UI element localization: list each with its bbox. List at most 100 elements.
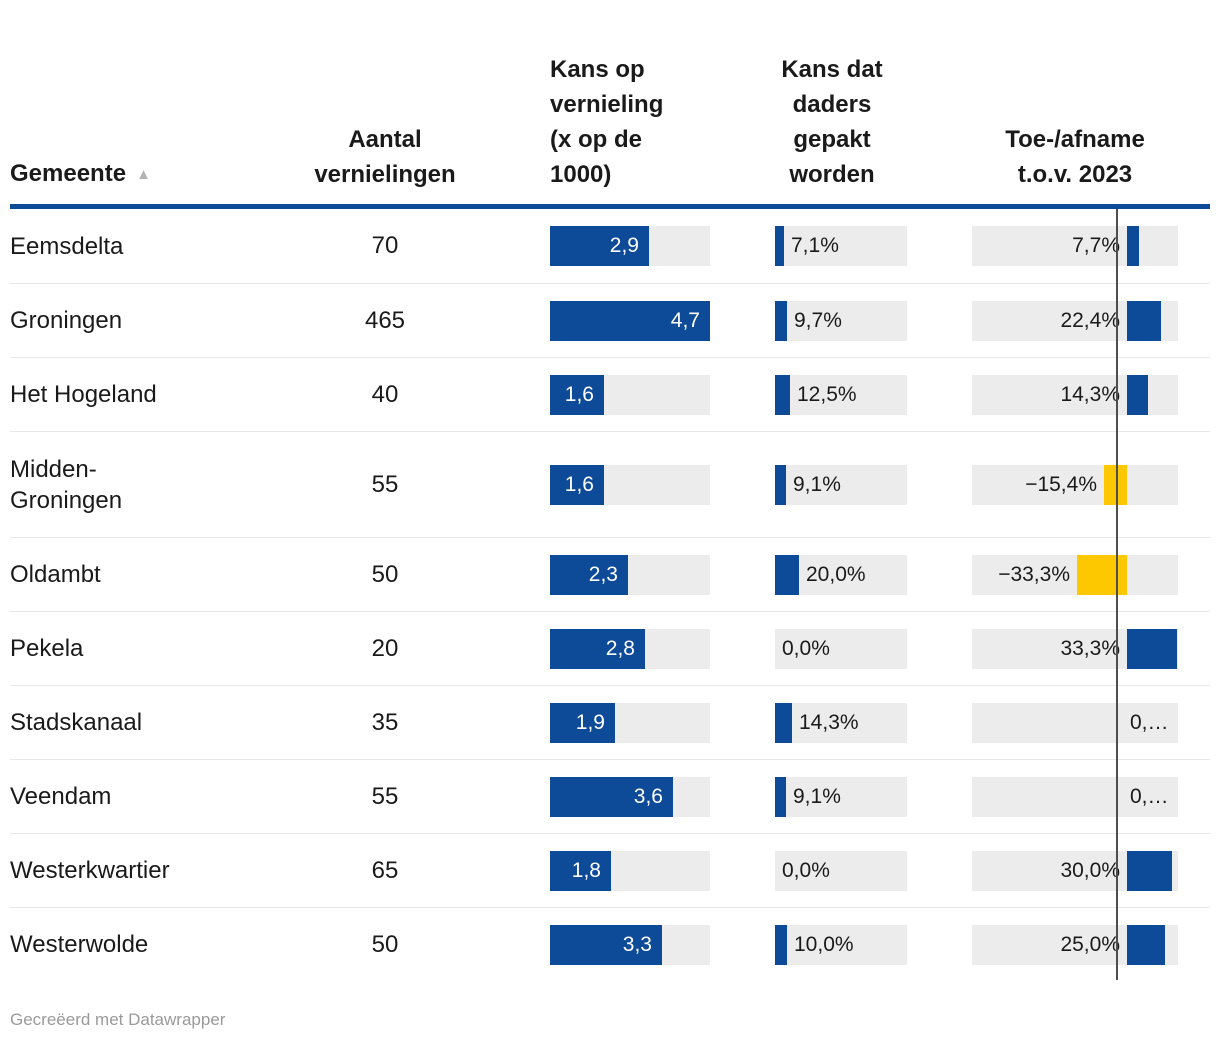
gemeente-value: Westerkwartier xyxy=(10,857,170,884)
kans-vernieling-bar-track: 2,8 xyxy=(550,628,710,669)
table-row: Pekela 20 2,8 0,0% 33,3% xyxy=(10,611,1210,685)
toe-afname-bar-track: 0,… xyxy=(972,702,1178,743)
vernieling-bar: 2,9 xyxy=(550,226,649,266)
toe-afname-bar-track: 14,3% xyxy=(972,374,1178,415)
toe-afname-bar-track: 22,4% xyxy=(972,300,1178,341)
kans-vernieling-bar-track: 1,6 xyxy=(550,374,710,415)
toename-bar xyxy=(1127,850,1172,891)
kans-gepakt-bar-track: 9,1% xyxy=(775,776,907,817)
kans-gepakt-bar-track: 12,5% xyxy=(775,374,907,415)
toename-label: 7,7% xyxy=(1072,234,1120,257)
aantal-value: 40 xyxy=(371,380,399,408)
kans-gepakt-bar-track: 0,0% xyxy=(775,628,907,669)
sort-ascending-icon: ▲ xyxy=(136,166,151,183)
toename-label: −33,3% xyxy=(998,562,1070,586)
vernieling-bar: 3,6 xyxy=(550,776,673,817)
aantal-value: 465 xyxy=(364,306,406,334)
toename-label: 0,… xyxy=(1130,710,1169,734)
gepakt-label: 20,0% xyxy=(806,562,866,586)
kans-vernieling-bar-track: 1,8 xyxy=(550,850,710,891)
gepakt-label: 7,1% xyxy=(791,234,839,257)
kans-gepakt-bar-track: 10,0% xyxy=(775,924,907,965)
toename-label: 14,3% xyxy=(1060,382,1120,406)
column-header-gemeente[interactable]: Gemeente ▲ xyxy=(10,156,300,204)
vernieling-bar: 1,9 xyxy=(550,702,615,743)
table-row: Westerwolde 50 3,3 10,0% 25,0% xyxy=(10,907,1210,981)
toename-label: 33,3% xyxy=(1060,636,1120,660)
table-row: Veendam 55 3,6 9,1% 0,… xyxy=(10,759,1210,833)
kans-gepakt-bar-track: 20,0% xyxy=(775,554,907,595)
gepakt-bar xyxy=(775,374,790,415)
kans-vernieling-bar-track: 3,6 xyxy=(550,776,710,817)
toe-afname-bar-track: 7,7% xyxy=(972,226,1178,266)
aantal-value: 50 xyxy=(371,930,399,958)
table-body: Eemsdelta 70 2,9 7,1% 7,7% Groningen 465… xyxy=(10,209,1210,981)
aantal-value: 50 xyxy=(371,560,399,588)
gemeente-value: Veendam xyxy=(10,783,112,810)
aantal-value: 65 xyxy=(371,856,399,884)
gemeente-value: Eemsdelta xyxy=(10,232,124,260)
aantal-value: 70 xyxy=(371,232,399,259)
gepakt-bar xyxy=(775,554,799,595)
vernieling-bar: 1,6 xyxy=(550,374,604,415)
toe-afname-bar-track: 30,0% xyxy=(972,850,1178,891)
vernieling-bar: 1,6 xyxy=(550,464,604,505)
column-header-kans-op-vernieling[interactable]: Kans op vernieling (x op de 1000) xyxy=(550,56,664,188)
gepakt-bar xyxy=(775,464,786,505)
gepakt-label: 14,3% xyxy=(799,710,859,734)
toe-afname-bar-track: 25,0% xyxy=(972,924,1178,965)
column-header-aantal-vernielingen[interactable]: Aantal vernielingen xyxy=(314,126,456,188)
toename-bar xyxy=(1127,924,1165,965)
vernieling-bar: 1,8 xyxy=(550,850,611,891)
gepakt-label: 0,0% xyxy=(782,858,830,882)
gepakt-bar xyxy=(775,300,787,341)
vernieling-bar: 4,7 xyxy=(550,300,710,341)
gepakt-bar xyxy=(775,702,792,743)
column-header-gemeente-label: Gemeente xyxy=(10,160,127,187)
gemeente-value: Stadskanaal xyxy=(10,709,143,736)
gemeente-value: Groningen xyxy=(10,307,123,334)
toe-afname-bar-track: 33,3% xyxy=(972,628,1178,669)
table-row: Groningen 465 4,7 9,7% 22,4% xyxy=(10,283,1210,357)
toename-bar xyxy=(1127,226,1139,266)
gemeente-value: Westerwolde xyxy=(10,931,149,958)
table-row: Het Hogeland 40 1,6 12,5% 14,3% xyxy=(10,357,1210,431)
toename-label: 0,… xyxy=(1130,784,1169,808)
kans-vernieling-bar-track: 2,9 xyxy=(550,226,710,266)
kans-gepakt-bar-track: 7,1% xyxy=(775,226,907,266)
gemeente-value: Het Hogeland xyxy=(10,381,157,408)
kans-gepakt-bar-track: 0,0% xyxy=(775,850,907,891)
kans-vernieling-bar-track: 2,3 xyxy=(550,554,710,595)
datawrapper-credit-link[interactable]: Gecreëerd met Datawrapper xyxy=(10,1010,226,1029)
vernieling-bar: 2,3 xyxy=(550,554,628,595)
gepakt-label: 12,5% xyxy=(797,382,857,406)
toename-label: −15,4% xyxy=(1025,472,1097,496)
toename-bar xyxy=(1077,554,1127,595)
gemeente-value: Oldambt xyxy=(10,561,101,588)
aantal-value: 55 xyxy=(371,470,399,498)
toename-label: 22,4% xyxy=(1060,308,1120,332)
aantal-value: 55 xyxy=(371,782,399,810)
table-row: Westerkwartier 65 1,8 0,0% 30,0% xyxy=(10,833,1210,907)
gepakt-bar xyxy=(775,226,784,266)
gepakt-label: 9,7% xyxy=(794,308,842,332)
kans-vernieling-bar-track: 3,3 xyxy=(550,924,710,965)
aantal-value: 35 xyxy=(371,708,399,736)
kans-gepakt-bar-track: 14,3% xyxy=(775,702,907,743)
gepakt-label: 10,0% xyxy=(794,932,854,956)
column-header-toe-afname[interactable]: Toe-/afname t.o.v. 2023 xyxy=(1005,126,1145,188)
gepakt-bar xyxy=(775,776,786,817)
toename-bar xyxy=(1127,374,1148,415)
kans-gepakt-bar-track: 9,1% xyxy=(775,464,907,505)
toename-bar xyxy=(1104,464,1127,505)
toe-afname-bar-track: 0,… xyxy=(972,776,1178,817)
toename-bar xyxy=(1127,300,1161,341)
table-row: Midden- Groningen 55 1,6 9,1% −15,4% xyxy=(10,431,1210,537)
column-header-kans-daders-gepakt[interactable]: Kans dat daders gepakt worden xyxy=(781,56,883,188)
aantal-value: 20 xyxy=(371,634,399,662)
toe-afname-bar-track: −15,4% xyxy=(972,464,1178,505)
kans-vernieling-bar-track: 1,9 xyxy=(550,702,710,743)
table-row: Oldambt 50 2,3 20,0% −33,3% xyxy=(10,537,1210,611)
kans-vernieling-bar-track: 1,6 xyxy=(550,464,710,505)
kans-vernieling-bar-track: 4,7 xyxy=(550,300,710,341)
